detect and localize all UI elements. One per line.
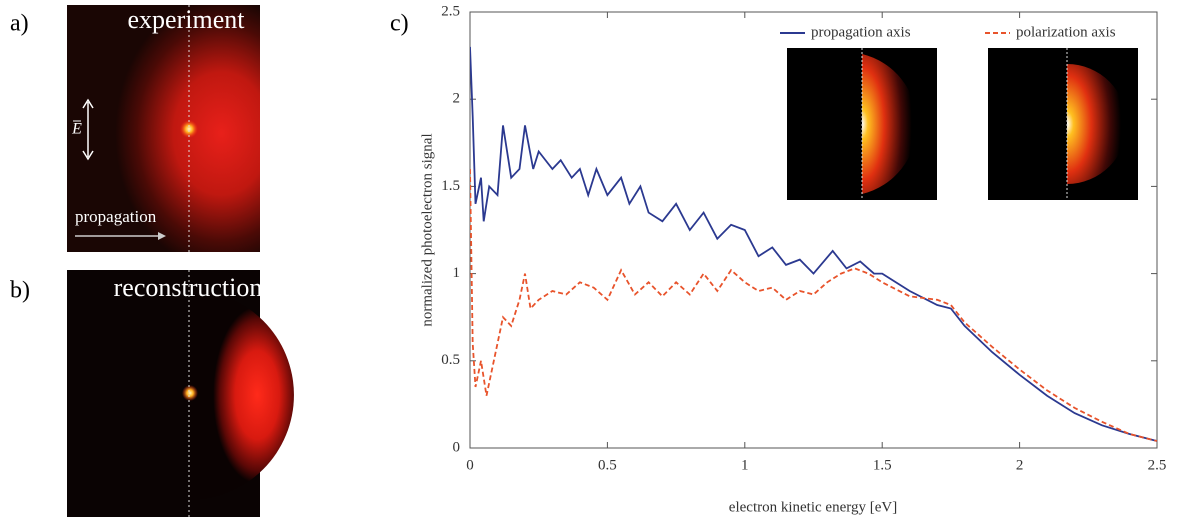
legend-label: propagation axis	[811, 24, 911, 40]
y-tick-label: 0.5	[441, 352, 460, 368]
plot-lines	[470, 46, 1157, 442]
x-tick-label: 2	[1016, 457, 1024, 473]
y-tick-label: 1.5	[441, 178, 460, 194]
series-line	[470, 168, 1157, 442]
reconstruction-image	[67, 270, 294, 517]
experiment-image	[67, 5, 260, 252]
panel-label: a)	[10, 11, 29, 37]
x-axis-label: electron kinetic energy [eV]	[729, 499, 897, 515]
series-line	[470, 46, 1157, 442]
y-tick-label: 1	[453, 265, 461, 281]
y-tick-label: 0	[453, 439, 461, 455]
x-tick-label: 0.5	[598, 457, 617, 473]
y-axis-label: normalized photoelectron signal	[419, 133, 435, 326]
x-tick-label: 1.5	[873, 457, 892, 473]
image-title: reconstruction	[114, 273, 263, 302]
inset-image	[988, 48, 1138, 200]
inset-image	[787, 48, 937, 200]
y-tick-label: 2	[453, 91, 461, 107]
x-tick-label: 1	[741, 457, 749, 473]
panel-label: c)	[390, 11, 409, 37]
x-tick-label: 0	[466, 457, 474, 473]
arrow-label: propagation	[75, 207, 157, 226]
image-title: experiment	[128, 5, 246, 34]
y-tick-label: 2.5	[441, 3, 460, 19]
field-label: E	[71, 121, 82, 138]
x-tick-label: 2.5	[1148, 457, 1167, 473]
plot-frame	[469, 11, 1158, 449]
panel-label: b)	[10, 278, 30, 304]
legend-label: polarization axis	[1016, 24, 1116, 40]
